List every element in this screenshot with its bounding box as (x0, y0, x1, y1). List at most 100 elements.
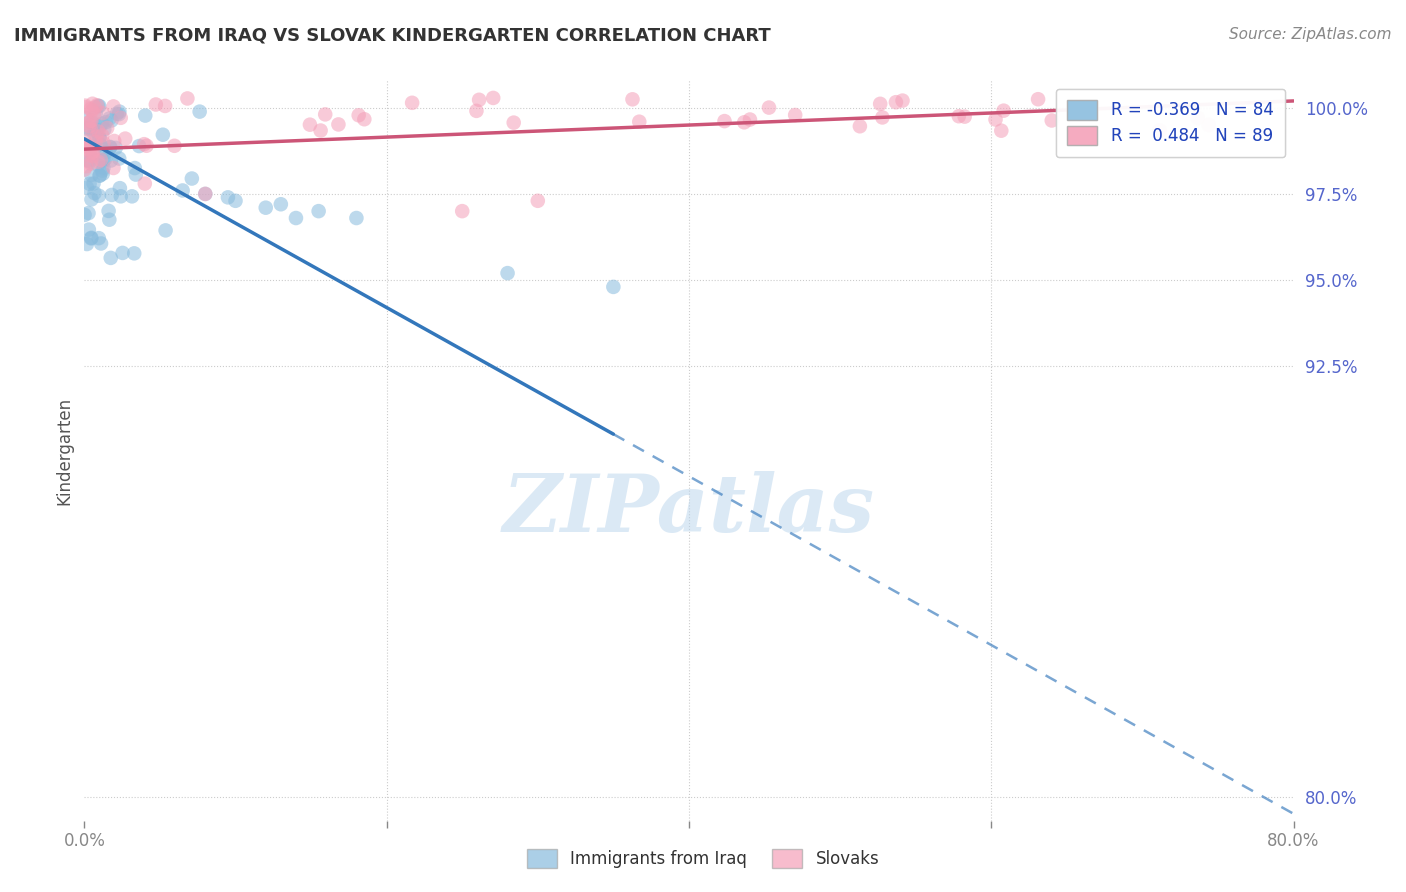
Point (87, 154, 110, 169)
Point (194, 186, 217, 201)
Point (111, 246, 134, 260)
Point (314, 107, 336, 121)
Point (465, 103, 488, 118)
Point (76, 142, 98, 156)
Point (77, 140, 100, 154)
Point (188, 104, 211, 119)
Point (87, 231, 110, 245)
Point (96, 120, 118, 135)
Point (953, 110, 976, 124)
Point (84, 135, 107, 149)
Point (785, 108, 807, 122)
Point (89, 169, 111, 183)
Point (103, 134, 125, 148)
Point (758, 101, 780, 115)
Point (80, 231, 103, 245)
Point (103, 161, 125, 175)
Point (73, 134, 96, 148)
Point (225, 194, 247, 208)
Point (347, 108, 370, 122)
Point (285, 211, 308, 225)
Point (124, 161, 146, 175)
Point (76, 180, 98, 194)
Point (110, 189, 132, 203)
Point (76, 120, 98, 135)
Point (83, 107, 105, 121)
Point (309, 123, 332, 137)
Point (602, 280, 624, 294)
Point (89, 169, 111, 183)
Point (163, 138, 186, 153)
Point (87, 188, 110, 202)
Point (83, 127, 105, 141)
Point (91, 153, 114, 168)
Point (134, 137, 156, 152)
Point (849, 120, 872, 134)
Point (128, 139, 150, 153)
Point (1187, 111, 1209, 125)
Point (83, 177, 105, 191)
Point (90, 153, 112, 167)
Point (76, 122, 98, 136)
Point (79, 154, 101, 169)
Point (104, 141, 127, 155)
Text: Source: ZipAtlas.com: Source: ZipAtlas.com (1229, 27, 1392, 42)
Point (308, 204, 330, 219)
Point (180, 171, 202, 186)
Point (891, 94, 914, 108)
Point (346, 211, 368, 225)
Point (502, 115, 524, 129)
Point (108, 152, 131, 166)
Point (176, 91, 198, 105)
Point (89, 99, 111, 113)
Point (83, 141, 105, 155)
Point (872, 111, 894, 125)
Point (100, 251, 122, 265)
Point (270, 197, 292, 211)
Point (84, 122, 107, 136)
Point (621, 92, 644, 106)
Point (75, 111, 97, 125)
Point (93, 122, 115, 136)
Point (75, 100, 97, 114)
Point (98, 140, 121, 154)
Point (84, 106, 107, 120)
Point (152, 128, 174, 142)
Point (172, 184, 194, 198)
Point (482, 91, 505, 105)
Point (93, 161, 115, 175)
Point (108, 107, 131, 121)
Point (75, 139, 97, 153)
Point (125, 168, 148, 182)
Point (94, 153, 117, 167)
Point (527, 194, 550, 208)
Point (254, 201, 277, 215)
Point (82, 116, 104, 130)
Point (75, 159, 97, 173)
Point (298, 118, 321, 132)
Point (100, 153, 122, 168)
Point (79, 146, 101, 161)
Point (91, 117, 114, 131)
Point (100, 188, 122, 202)
Point (217, 190, 239, 204)
Point (990, 124, 1012, 138)
Point (77, 139, 100, 153)
Point (328, 117, 350, 131)
Point (97, 203, 120, 218)
Point (83, 186, 105, 201)
Point (77, 206, 100, 220)
Point (155, 223, 177, 237)
Point (86, 123, 108, 137)
Point (87, 99, 110, 113)
Point (103, 99, 125, 113)
Point (80, 168, 103, 182)
Point (122, 246, 145, 260)
Point (87, 124, 110, 138)
Point (134, 177, 156, 191)
Y-axis label: Kindergarten: Kindergarten (55, 396, 73, 505)
Point (496, 266, 519, 280)
Point (80, 122, 103, 136)
Point (84, 101, 107, 115)
Point (993, 103, 1015, 118)
